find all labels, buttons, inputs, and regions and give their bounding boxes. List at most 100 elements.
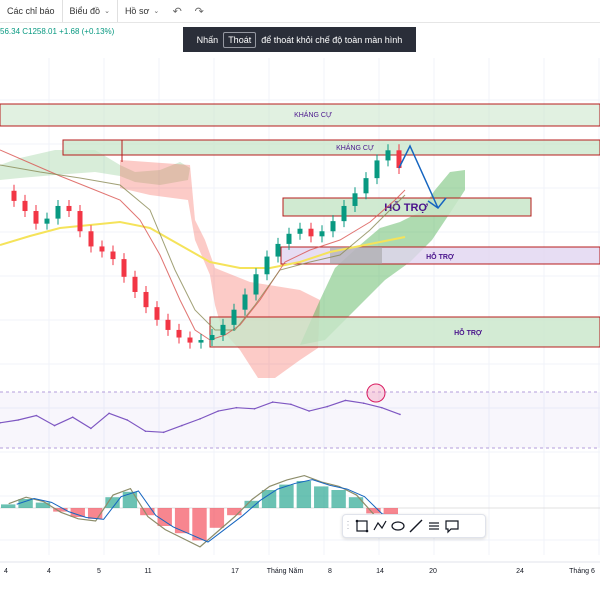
- candle-body: [220, 324, 226, 335]
- macd-histogram-bar: [227, 508, 242, 516]
- path-icon[interactable]: [371, 515, 389, 537]
- macd-histogram-bar: [331, 490, 346, 508]
- top-toolbar: Các chỉ báo Biểu đồ ⌄ Hồ sơ ⌄ ↶ ↷: [0, 0, 600, 23]
- rsi-point: [90, 427, 92, 430]
- support-zone-1[interactable]: HỖ TRỢ: [282, 197, 532, 217]
- rectangle-icon[interactable]: [353, 515, 371, 537]
- x-tick-label: 11: [144, 568, 151, 575]
- macd-signal-line: [16, 479, 400, 543]
- menu-label: Biểu đồ: [69, 6, 101, 16]
- macd-line: [8, 474, 392, 548]
- cloud-green-segment: [0, 150, 190, 185]
- menu-item-0[interactable]: Các chỉ báo: [0, 0, 62, 22]
- rsi-point: [399, 413, 401, 416]
- candle-body: [264, 256, 270, 275]
- candle-body: [374, 160, 380, 179]
- menu-item-1[interactable]: Biểu đồ ⌄: [61, 0, 117, 22]
- rsi-point: [126, 419, 129, 421]
- candle-body: [363, 178, 369, 194]
- comment-icon[interactable]: [443, 515, 461, 537]
- support-zone-2-label: HỖ TRỢ: [426, 252, 454, 261]
- escape-key-badge[interactable]: Thoát: [223, 31, 257, 48]
- candle-body: [176, 329, 182, 338]
- support-zone-3[interactable]: HỖ TRỢ: [209, 316, 600, 348]
- menu-label: Hồ sơ: [124, 6, 150, 16]
- candle-body: [66, 205, 72, 212]
- resistance-zone-1[interactable]: KHÁNG CỰ: [0, 103, 600, 127]
- menu-item-2[interactable]: Hồ sơ ⌄: [116, 0, 166, 22]
- menu-label: Các chỉ báo: [7, 6, 55, 16]
- candle-body: [187, 337, 193, 343]
- x-tick-label: 20: [429, 568, 437, 575]
- rsi-point: [326, 405, 329, 408]
- resistance-zone-1-label: KHÁNG CỰ: [294, 110, 332, 119]
- resistance-zone-2-box: [62, 139, 600, 156]
- banner-prefix: Nhấn: [196, 34, 219, 45]
- support-zone-3-box: [209, 316, 600, 348]
- x-tick-label: 17: [231, 568, 239, 575]
- support-zone-1-label: HỖ TRỢ: [384, 201, 428, 214]
- rsi-point: [381, 406, 383, 409]
- drag-handle-icon[interactable]: ⋮: [343, 520, 353, 531]
- undo-icon[interactable]: ↶: [172, 5, 182, 18]
- candle-body: [99, 246, 105, 252]
- rsi-point: [271, 401, 274, 403]
- rsi-point: [290, 403, 292, 406]
- rsi-point: [199, 418, 201, 420]
- candle-body: [352, 193, 358, 206]
- rsi-point: [181, 424, 183, 427]
- x-tick-label: 4: [47, 568, 51, 575]
- macd-histogram-bar: [35, 502, 51, 508]
- x-tick-label: 8: [328, 568, 332, 575]
- resistance-zone-2-label: KHÁNG CỰ: [336, 143, 374, 152]
- macd-histogram-bar: [122, 491, 138, 508]
- support-overlay: [330, 247, 382, 264]
- rsi-point: [308, 410, 310, 412]
- macd-histogram-bar: [192, 508, 207, 541]
- candle-body: [209, 334, 215, 341]
- rsi-point: [144, 430, 147, 433]
- macd-histogram-bar: [105, 497, 120, 508]
- candle-body: [341, 205, 347, 222]
- macd-histogram-bar: [174, 508, 190, 534]
- macd-histogram-bar: [53, 508, 68, 512]
- candle-body: [110, 251, 116, 260]
- redo-icon[interactable]: ↷: [194, 5, 204, 18]
- rsi-point: [0, 422, 1, 424]
- line-icon[interactable]: [407, 515, 425, 537]
- macd-histogram-bar: [1, 504, 16, 508]
- x-tick-label: Tháng 6: [569, 568, 595, 575]
- candle-body: [22, 200, 28, 212]
- x-tick-label: 5: [97, 568, 101, 575]
- candle-body: [319, 231, 325, 237]
- candle-body: [385, 150, 391, 161]
- candle-body: [286, 233, 292, 244]
- support-zone-2[interactable]: HỖ TRỢ: [280, 246, 600, 265]
- resistance-zone-2[interactable]: KHÁNG CỰ: [62, 139, 600, 156]
- forecast-arrowhead: [427, 197, 447, 210]
- macd-histogram-bar: [261, 490, 277, 508]
- candle-body: [242, 294, 248, 310]
- candle-body: [154, 307, 160, 320]
- macd-histogram-bar: [18, 499, 33, 508]
- rsi-point: [344, 399, 347, 402]
- ohlc-readout: 56.34 C1258.01 +1.68 (+0.13%): [0, 27, 115, 36]
- candle-body: [330, 221, 336, 232]
- rsi-point: [53, 424, 56, 427]
- support-zone-3-label: HỖ TRỢ: [454, 328, 482, 337]
- macd-histogram-bar: [209, 508, 225, 528]
- long-short-icon[interactable]: [425, 515, 443, 537]
- candle-body: [33, 211, 39, 224]
- macd-histogram-bar: [366, 508, 381, 514]
- rsi-point: [108, 412, 110, 415]
- banner-suffix: để thoát khỏi chế độ toàn màn hình: [261, 34, 403, 45]
- rsi-point: [217, 410, 219, 412]
- macd-histogram-bar: [314, 486, 329, 508]
- x-tick-label: 4: [4, 568, 8, 575]
- macd-histogram-bar: [157, 508, 172, 526]
- rsi-band: [0, 392, 600, 448]
- rsi-highlight-circle: [366, 383, 386, 403]
- x-tick-label: Tháng Năm: [267, 568, 304, 575]
- ellipse-icon[interactable]: [389, 515, 407, 537]
